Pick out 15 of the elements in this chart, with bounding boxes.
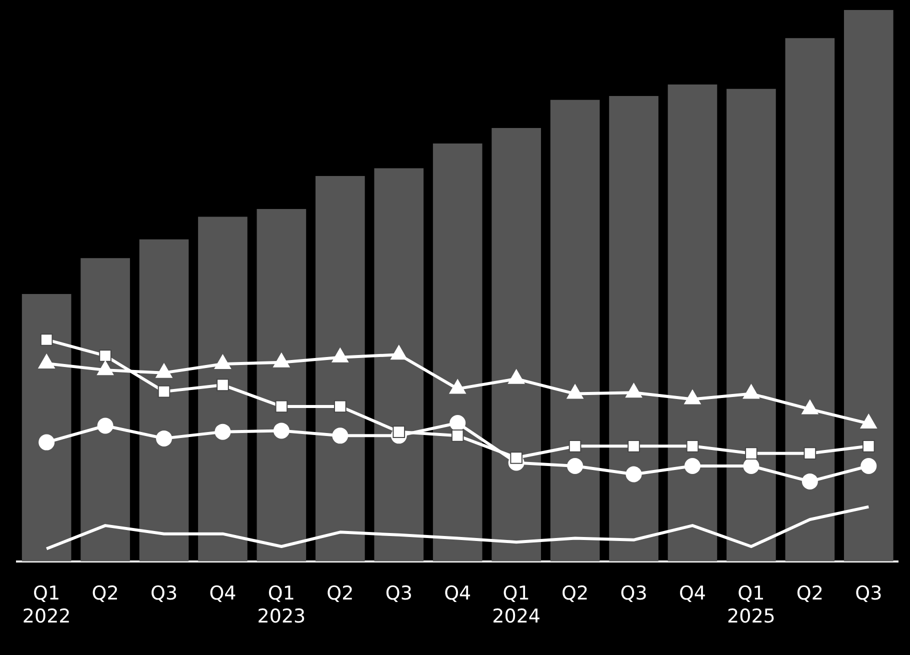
x-tick-label: Q3 bbox=[620, 582, 648, 605]
x-tick-label: Q2 bbox=[326, 582, 354, 605]
x-tick-label: Q4 bbox=[444, 582, 472, 605]
x-tick-label: Q3 bbox=[385, 582, 412, 605]
x-tick-label: Q2 bbox=[796, 582, 824, 605]
x-tick-label: Q4 bbox=[209, 582, 236, 605]
x-tick-label: Q2 bbox=[562, 582, 589, 605]
x-tick-label: Q1 2023 bbox=[257, 582, 306, 628]
x-tick-label: Q3 bbox=[150, 582, 178, 605]
x-tick-label: Q1 2024 bbox=[492, 582, 541, 628]
x-tick-label: Q1 2022 bbox=[22, 582, 71, 628]
x-tick-label: Q1 2025 bbox=[727, 582, 776, 628]
x-tick-label: Q3 bbox=[855, 582, 882, 605]
x-tick-label: Q2 bbox=[92, 582, 119, 605]
x-tick-label: Q4 bbox=[678, 582, 706, 605]
